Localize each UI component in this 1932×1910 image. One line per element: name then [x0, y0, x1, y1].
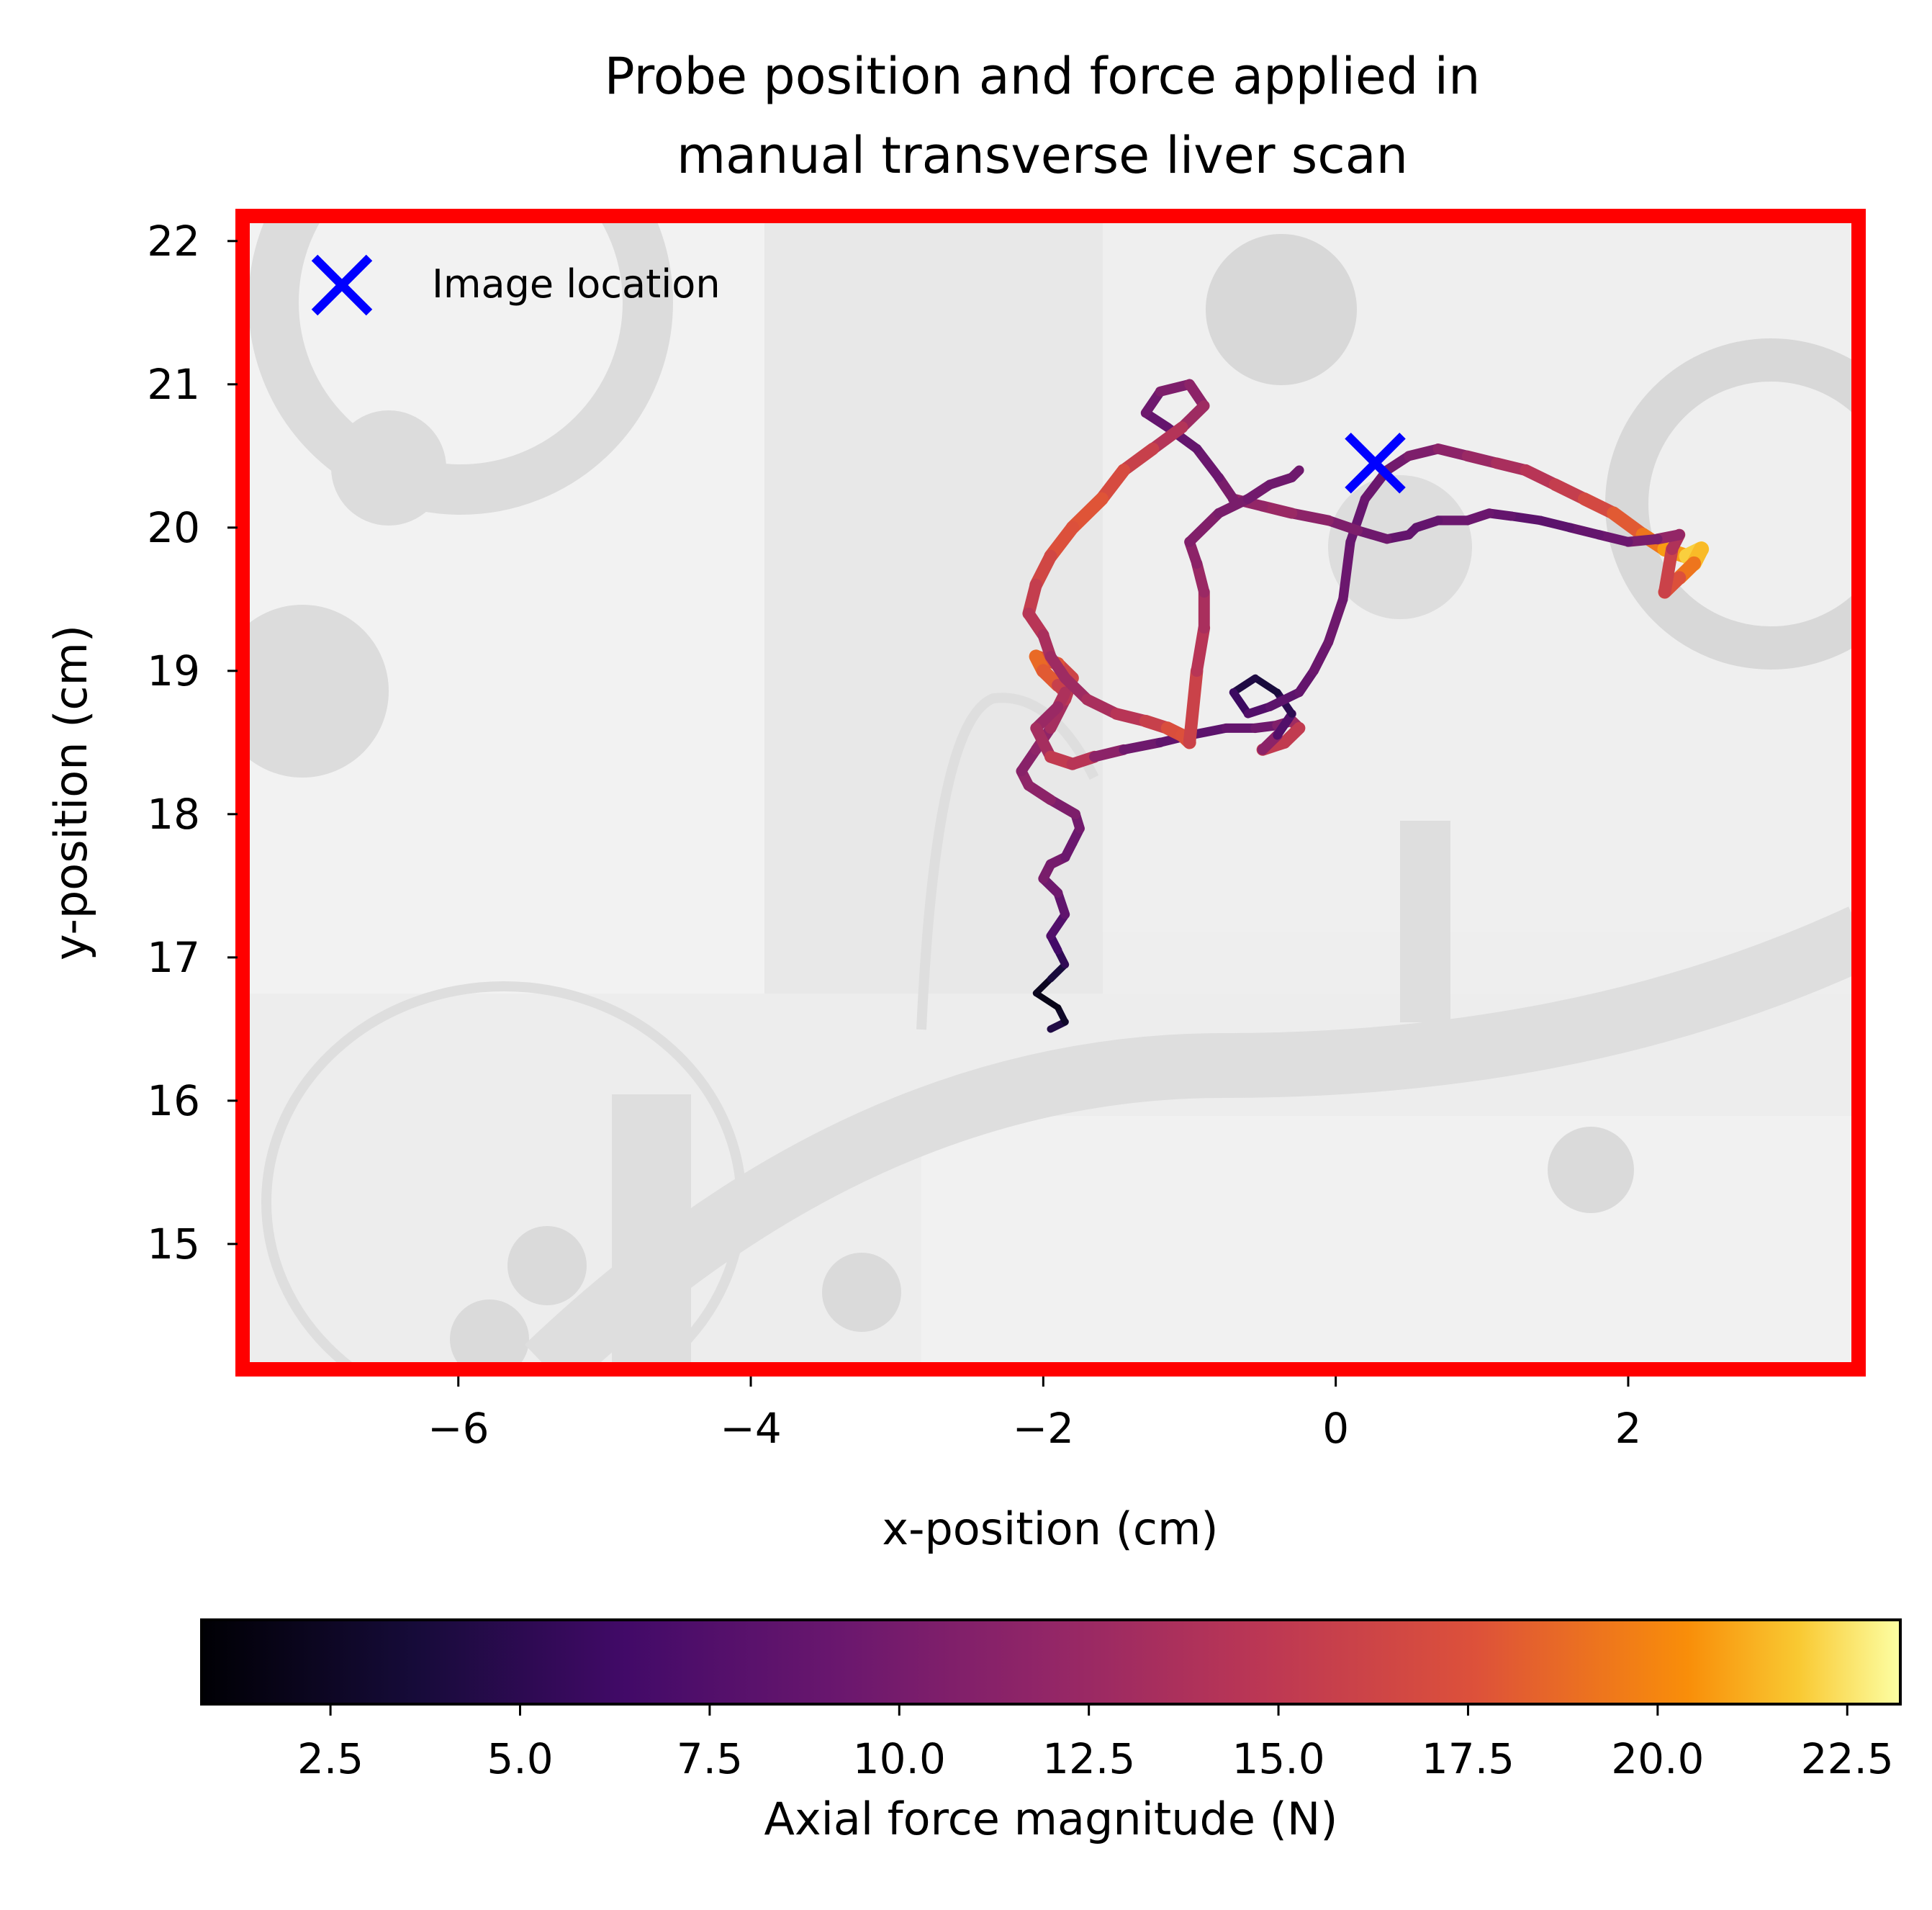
chart-title-line-2: manual transverse liver scan [677, 126, 1408, 185]
colorbar [200, 1618, 1902, 1706]
x-tick-label: −4 [720, 1404, 782, 1453]
image-location-marker [1345, 433, 1406, 494]
background-image [239, 212, 1862, 1373]
y-tick-label: 18 [147, 790, 200, 839]
colorbar-tick-label: 20.0 [1611, 1734, 1704, 1783]
y-tick-label: 16 [147, 1076, 200, 1125]
trajectory-segment [1119, 737, 1165, 755]
y-tick-label: 20 [147, 503, 200, 552]
trajectory-segment [1252, 674, 1281, 696]
y-tick-label: 21 [147, 360, 200, 409]
colorbar-tick-label: 17.5 [1422, 1734, 1515, 1783]
x-tick-label: −2 [1013, 1404, 1075, 1453]
chart-title-line-1: Probe position and force applied in [604, 47, 1480, 106]
x-tick-label: 2 [1615, 1404, 1642, 1453]
colorbar-tick-label: 22.5 [1801, 1734, 1894, 1783]
plot-frame [235, 209, 1866, 1377]
x-tick-label: −6 [428, 1404, 489, 1453]
colorbar-tick-label: 12.5 [1042, 1734, 1135, 1783]
trajectory-segment [1184, 508, 1224, 547]
x-tick-label: 0 [1322, 1404, 1349, 1453]
y-axis-ticks: 15 16 17 18 19 20 21 22 [147, 217, 238, 1269]
trajectory-segment [1565, 523, 1604, 540]
y-axis-label: y-position (cm) [45, 625, 97, 960]
trajectory-segment [1623, 533, 1663, 547]
x-axis-label: x-position (cm) [882, 1503, 1218, 1555]
y-tick-label: 15 [147, 1220, 200, 1269]
trajectory-segment [1032, 990, 1061, 1011]
trajectory-segment [1507, 511, 1545, 526]
y-tick-label: 17 [147, 933, 200, 982]
colorbar-tick-label: 15.0 [1232, 1734, 1325, 1783]
colorbar-tick-label: 10.0 [853, 1734, 946, 1783]
x-axis-ticks: −6 −4 −2 0 2 [428, 1377, 1641, 1453]
trajectory-segment [1286, 465, 1304, 482]
trajectory-segment [1229, 674, 1260, 696]
colorbar-tick-label: 2.5 [297, 1734, 364, 1783]
colorbar-ticks: 2.5 5.0 7.5 10.0 12.5 15.0 17.5 20.0 22.5 [297, 1706, 1894, 1783]
trajectory-segment [1065, 492, 1109, 535]
trajectory-segment [1535, 515, 1575, 533]
legend-marker-image-location [311, 254, 373, 316]
trajectory-segment [1214, 494, 1253, 518]
legend-label-image-location: Image location [432, 261, 721, 307]
trajectory-segment [1183, 665, 1204, 749]
trajectory-segment [1338, 537, 1355, 604]
trajectory-segment [1089, 744, 1129, 762]
trajectory-segment [1594, 530, 1633, 547]
colorbar-label: Axial force magnitude (N) [764, 1793, 1338, 1845]
colorbar-tick-label: 7.5 [677, 1734, 743, 1783]
y-tick-label: 19 [147, 647, 200, 695]
legend: Image location [311, 254, 721, 316]
trajectory-segment [1192, 443, 1224, 482]
trajectory-segment [1191, 621, 1211, 677]
trajectory-segment [1265, 688, 1304, 711]
trajectory-segment [1353, 526, 1392, 544]
probe-trajectory [1016, 379, 1710, 1033]
trajectory-segment [1323, 594, 1348, 647]
y-tick-label: 22 [147, 217, 200, 266]
trajectory-segment [1286, 508, 1334, 526]
image-location-stroke [1345, 433, 1406, 494]
trajectory-segment [1345, 494, 1370, 547]
trajectory-segment [1309, 637, 1334, 676]
trajectory-segment [1658, 542, 1679, 599]
colorbar-tick-label: 5.0 [487, 1734, 553, 1783]
trajectory-segment [1273, 709, 1296, 740]
